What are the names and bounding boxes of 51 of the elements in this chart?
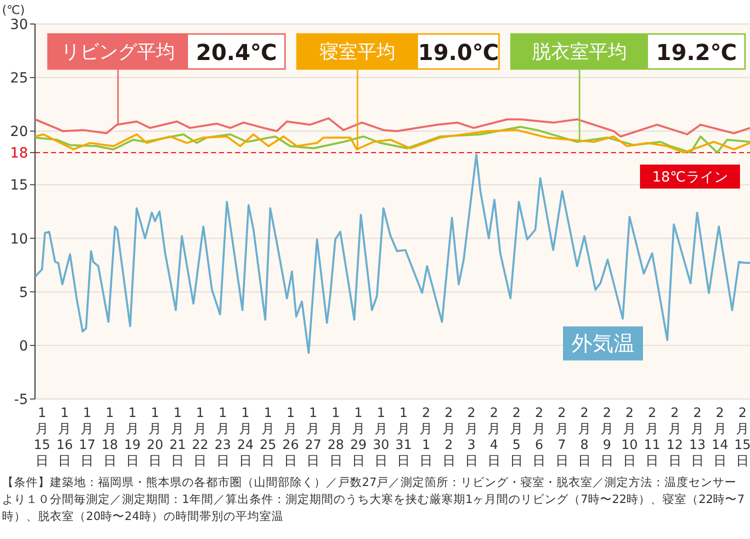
series-label: 外気温	[572, 331, 634, 356]
y-tick-label: 20	[10, 124, 28, 140]
y-tick-label: 10	[10, 231, 28, 248]
x-tick-label: 1月27日	[304, 406, 322, 469]
x-tick-label: 2月12日	[666, 406, 684, 469]
x-tick-label: 1月31日	[395, 406, 412, 469]
y-tick-label: 25	[10, 70, 28, 87]
x-tick-label: 2月8日	[578, 406, 591, 469]
x-tick-label: 1月28日	[328, 406, 344, 469]
x-tick-label: 1月19日	[124, 406, 141, 469]
y-tick-label: -5	[14, 392, 28, 408]
text: 寝室平均	[320, 41, 396, 63]
x-tick-label: 1月26日	[282, 406, 299, 469]
x-tick-label: 1月18日	[102, 406, 118, 469]
x-tick-label: 1月25日	[260, 406, 276, 469]
x-tick-label: 2月10日	[621, 406, 638, 469]
x-tick-label: 1月20日	[146, 406, 164, 469]
x-tick-label: 2月11日	[644, 406, 660, 469]
x-tick-label: 1月17日	[78, 406, 96, 469]
x-tick-label: 2月2日	[442, 406, 456, 469]
x-tick-label: 2月7日	[555, 406, 568, 469]
x-tick-label: 1月22日	[192, 406, 208, 469]
x-tick-label: 1月24日	[237, 406, 254, 469]
annotation: 19.2℃	[656, 41, 737, 66]
text: リビング平均	[61, 41, 175, 63]
x-tick-label: 2月5日	[510, 406, 524, 469]
x-tick-label: 1月15日	[34, 406, 50, 469]
annotation: 19.0℃	[418, 41, 499, 66]
y-axis-title: (℃)	[2, 3, 25, 17]
ref-line-label: 18℃ライン	[652, 170, 728, 186]
y-tick-label: 15	[10, 178, 28, 194]
x-tick-label: 2月9日	[600, 406, 614, 469]
x-tick-label: 2月14日	[712, 406, 728, 469]
y-tick-label: 0	[19, 338, 28, 354]
x-tick-label: 1月30日	[372, 406, 390, 469]
x-tick-label: 1月21日	[169, 406, 186, 469]
x-tick-label: 2月1日	[420, 406, 433, 469]
x-tick-label: 1月29日	[350, 406, 367, 469]
y-tick-label: 5	[19, 284, 28, 301]
x-tick-label: 2月3日	[464, 406, 478, 469]
x-tick-label: 2月15日	[734, 406, 750, 469]
y-tick-label: 30	[10, 17, 28, 33]
x-tick-label: 2月6日	[532, 406, 546, 469]
x-tick-label: 1月23日	[214, 406, 232, 469]
x-tick-label: 2月13日	[689, 406, 706, 469]
x-tick-label: 1月16日	[56, 406, 73, 469]
text: 【条件】建築地：福岡県・熊本県の各都市圏（山間部除く）／戸数27戸／測定箇所：リビング・寝室・脱衣室／測定方法：温度センサーより１０分間毎測定／測定期間：1年間／算出条件：測定期間のうち大寒を挟む厳寒期1ヶ月間のリビング（7時〜22時）、寝室（22時〜7時）、脱衣室（20時〜24時）の時間帯別の平均室温	[2, 474, 746, 525]
annotation: 20.4℃	[196, 41, 277, 66]
text: 脱衣室平均	[532, 41, 627, 63]
y-tick-label: 18	[10, 146, 28, 162]
x-tick-label: 2月4日	[487, 406, 500, 469]
